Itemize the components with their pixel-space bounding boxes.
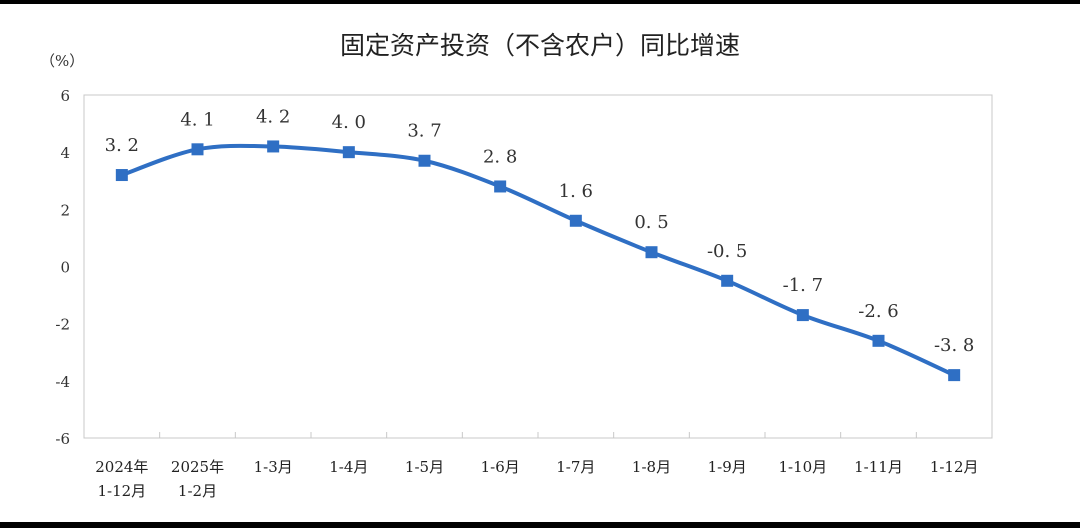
data-label: -0. 5 bbox=[707, 241, 747, 262]
data-point bbox=[115, 169, 128, 182]
data-label: 1. 6 bbox=[559, 181, 593, 202]
data-label: 2. 8 bbox=[483, 146, 517, 167]
data-point bbox=[948, 369, 961, 382]
data-point bbox=[418, 154, 431, 167]
y-unit-label: （%） bbox=[40, 52, 85, 70]
x-tick-label: 1-4月 bbox=[329, 458, 368, 476]
x-tick-label: 1-11月 bbox=[854, 458, 903, 476]
data-label: -2. 6 bbox=[858, 301, 898, 322]
data-point bbox=[645, 246, 658, 259]
y-tick-label: -2 bbox=[55, 316, 70, 334]
x-tick-label: 1-12月 bbox=[97, 482, 146, 500]
data-point bbox=[342, 146, 355, 159]
data-label: 4. 0 bbox=[332, 112, 366, 133]
x-tick-label: 1-7月 bbox=[556, 458, 595, 476]
x-tick-label: 2024年 bbox=[95, 458, 148, 476]
data-label: 3. 2 bbox=[105, 135, 139, 156]
x-tick-label: 1-2月 bbox=[178, 482, 217, 500]
data-label: 4. 1 bbox=[180, 109, 214, 130]
data-point bbox=[796, 309, 809, 322]
x-tick-label: 1-9月 bbox=[708, 458, 747, 476]
y-tick-label: 4 bbox=[60, 144, 70, 162]
x-tick-label: 1-6月 bbox=[481, 458, 520, 476]
x-tick-label: 1-10月 bbox=[778, 458, 827, 476]
data-point bbox=[191, 143, 204, 156]
data-label: 3. 7 bbox=[407, 121, 441, 142]
data-label: 0. 5 bbox=[634, 212, 668, 233]
data-point bbox=[569, 214, 582, 227]
data-point bbox=[872, 334, 885, 347]
x-tick-label: 1-8月 bbox=[632, 458, 671, 476]
x-tick-label: 1-12月 bbox=[930, 458, 979, 476]
data-label: 4. 2 bbox=[256, 106, 290, 127]
chart-frame bbox=[0, 4, 1080, 522]
data-point bbox=[267, 140, 280, 153]
x-tick-label: 2025年 bbox=[171, 458, 224, 476]
data-point bbox=[494, 180, 507, 193]
y-tick-label: -4 bbox=[55, 373, 70, 391]
data-label: -3. 8 bbox=[934, 335, 974, 356]
y-tick-label: -6 bbox=[55, 430, 70, 448]
chart-title: 固定资产投资（不含农户）同比增速 bbox=[339, 31, 740, 60]
y-tick-label: 6 bbox=[60, 87, 70, 105]
series-line bbox=[121, 143, 955, 377]
x-tick-label: 1-3月 bbox=[254, 458, 293, 476]
y-tick-label: 0 bbox=[60, 259, 70, 277]
data-point bbox=[721, 274, 734, 287]
y-tick-label: 2 bbox=[60, 201, 70, 219]
x-tick-label: 1-5月 bbox=[405, 458, 444, 476]
data-label: -1. 7 bbox=[783, 275, 823, 296]
